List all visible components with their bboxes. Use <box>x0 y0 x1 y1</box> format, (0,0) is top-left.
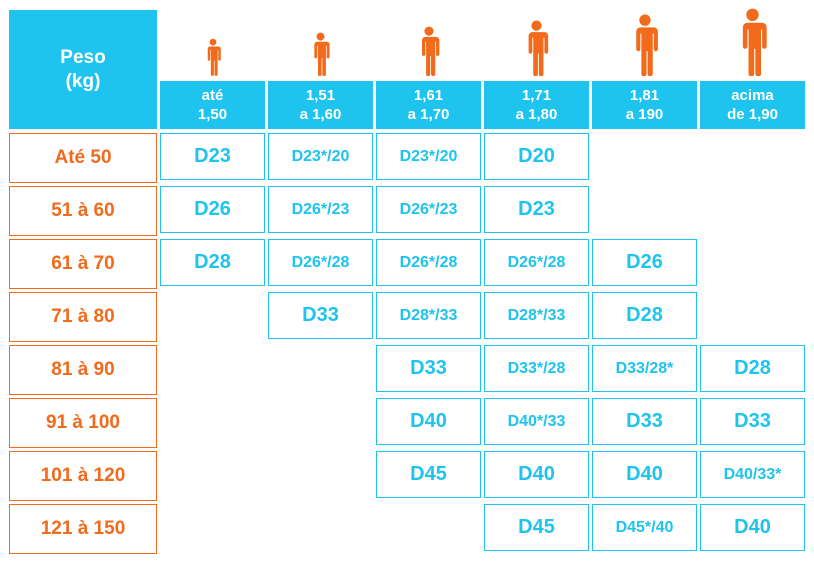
weight-range-label: 51 à 60 <box>9 186 157 236</box>
height-header-line2: a 190 <box>625 106 664 123</box>
height-header-line2: de 1,90 <box>727 106 778 123</box>
size-cell: D40*/33 <box>484 398 589 445</box>
size-cell: D40/33* <box>700 451 805 498</box>
height-header: 1,81 a 190 <box>592 81 697 129</box>
height-header-line2: a 1,70 <box>407 106 450 123</box>
weight-range-label: Até 50 <box>9 133 157 183</box>
size-cell: D33 <box>700 398 805 445</box>
weight-range-label: 61 à 70 <box>9 239 157 289</box>
person-icon <box>736 8 769 76</box>
size-cell: D40 <box>376 398 481 445</box>
size-cell: D26*/28 <box>484 239 589 286</box>
height-header: 1,51 a 1,60 <box>268 81 373 129</box>
size-cell: D26 <box>592 239 697 286</box>
size-cell: D28*/33 <box>376 292 481 339</box>
size-cell: D45 <box>484 504 589 551</box>
size-cell: D45 <box>376 451 481 498</box>
size-cell: D23 <box>160 133 265 180</box>
person-icon <box>523 20 550 76</box>
size-cell: D26*/28 <box>268 239 373 286</box>
height-header-line1: 1,81 <box>629 87 660 104</box>
height-header: 1,61 a 1,70 <box>376 81 481 129</box>
size-cell: D33*/28 <box>484 345 589 392</box>
person-icon <box>310 32 331 76</box>
height-header-line1: 1,61 <box>413 87 444 104</box>
size-cell: D28 <box>160 239 265 286</box>
size-cell: D33 <box>592 398 697 445</box>
height-header-line1: acima <box>731 87 774 104</box>
height-header: acima de 1,90 <box>700 81 805 129</box>
height-header: até 1,50 <box>160 81 265 129</box>
weight-range-label: 101 à 120 <box>9 451 157 501</box>
size-cell: D23*/20 <box>268 133 373 180</box>
size-cell: D28 <box>700 345 805 392</box>
size-cell: D33/28* <box>592 345 697 392</box>
size-cell: D40 <box>592 451 697 498</box>
size-cell: D26*/23 <box>268 186 373 233</box>
size-cell: D45*/40 <box>592 504 697 551</box>
size-cell: D26*/23 <box>376 186 481 233</box>
size-cell: D40 <box>484 451 589 498</box>
size-cell: D20 <box>484 133 589 180</box>
height-header-line1: 1,51 <box>305 87 336 104</box>
person-icon <box>204 38 222 76</box>
size-cell: D33 <box>376 345 481 392</box>
height-header-line1: até <box>201 87 224 104</box>
person-icon <box>630 14 660 76</box>
weight-column-header: Peso (kg) <box>9 10 157 129</box>
kg-unit-label: (kg) <box>65 70 101 92</box>
size-cell: D28 <box>592 292 697 339</box>
size-cell: D33 <box>268 292 373 339</box>
weight-range-label: 91 à 100 <box>9 398 157 448</box>
height-header-line1: 1,71 <box>521 87 552 104</box>
size-cell: D28*/33 <box>484 292 589 339</box>
size-cell: D26 <box>160 186 265 233</box>
height-header-line2: a 1,80 <box>515 106 558 123</box>
size-cell: D26*/28 <box>376 239 481 286</box>
size-cell: D40 <box>700 504 805 551</box>
size-cell: D23*/20 <box>376 133 481 180</box>
weight-range-label: 71 à 80 <box>9 292 157 342</box>
weight-range-label: 121 à 150 <box>9 504 157 554</box>
size-cell: D23 <box>484 186 589 233</box>
height-header-line2: 1,50 <box>197 106 228 123</box>
person-icon <box>417 26 441 76</box>
peso-label: Peso <box>60 46 106 68</box>
height-header: 1,71 a 1,80 <box>484 81 589 129</box>
height-header-line2: a 1,60 <box>299 106 342 123</box>
weight-range-label: 81 à 90 <box>9 345 157 395</box>
